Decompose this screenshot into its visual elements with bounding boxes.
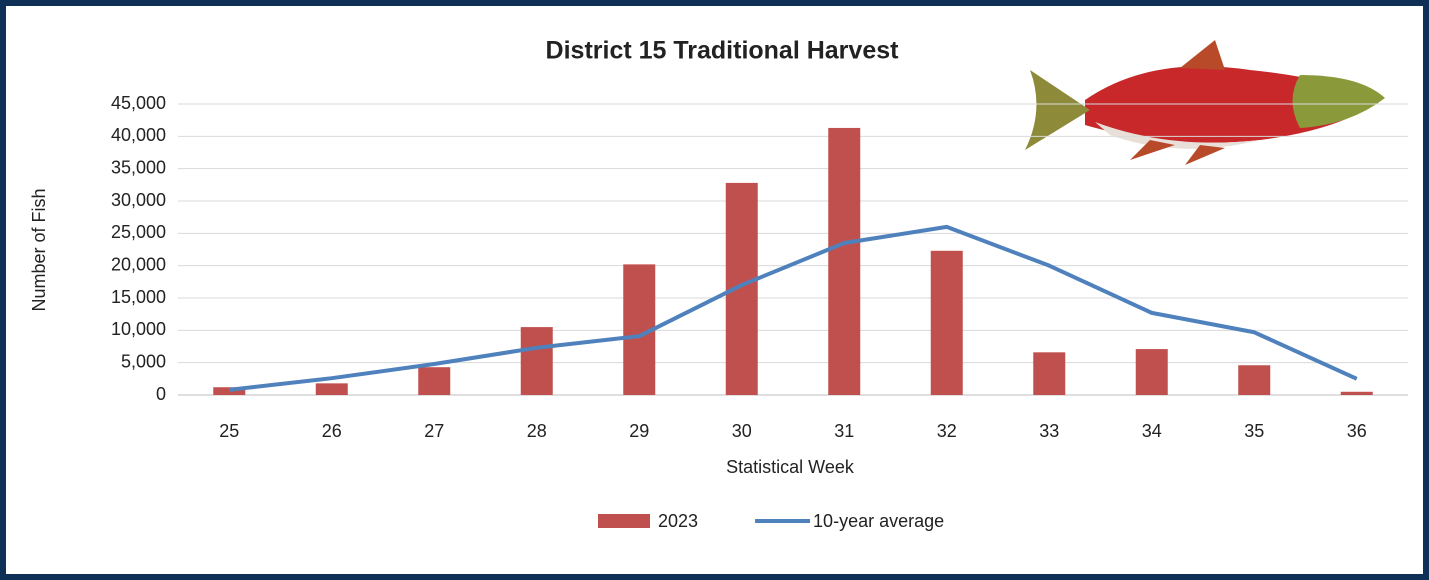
bar: [520, 327, 553, 395]
line: [229, 224, 1358, 392]
y-tick-label: 20,000: [111, 254, 166, 274]
y-tick-label: 10,000: [111, 319, 166, 339]
x-tick-label: 30: [732, 421, 752, 441]
salmon-illustration: [1025, 40, 1385, 165]
x-tick-label: 31: [834, 421, 854, 441]
y-tick-label: 40,000: [111, 125, 166, 145]
bar: [315, 383, 348, 395]
x-axis-title: Statistical Week: [726, 457, 855, 477]
x-tick-label: 36: [1347, 421, 1367, 441]
y-tick-label: 5,000: [121, 351, 166, 371]
y-tick-label: 15,000: [111, 287, 166, 307]
x-tick-label: 27: [424, 421, 444, 441]
bar: [1135, 349, 1168, 395]
bar: [1033, 352, 1066, 395]
bar: [1238, 365, 1271, 395]
legend-swatch: [598, 514, 650, 528]
y-tick-label: 35,000: [111, 157, 166, 177]
x-tick-label: 25: [219, 421, 239, 441]
y-tick-label: 30,000: [111, 190, 166, 210]
bar: [418, 367, 451, 395]
y-axis-title: Number of Fish: [29, 188, 49, 311]
bar: [930, 250, 963, 395]
y-tick-label: 0: [156, 384, 166, 404]
x-tick-label: 28: [527, 421, 547, 441]
legend-label: 2023: [658, 511, 698, 531]
bar: [213, 387, 246, 395]
bar: [1340, 391, 1373, 395]
x-tick-label: 34: [1142, 421, 1162, 441]
x-tick-label: 35: [1244, 421, 1264, 441]
bar: [828, 127, 861, 395]
y-tick-label: 45,000: [111, 93, 166, 113]
x-tick-label: 32: [937, 421, 957, 441]
x-tick-label: 26: [322, 421, 342, 441]
x-tick-label: 33: [1039, 421, 1059, 441]
legend-label: 10-year average: [813, 511, 944, 531]
y-tick-label: 25,000: [111, 222, 166, 242]
chart-title: District 15 Traditional Harvest: [546, 37, 900, 65]
x-tick-label: 29: [629, 421, 649, 441]
